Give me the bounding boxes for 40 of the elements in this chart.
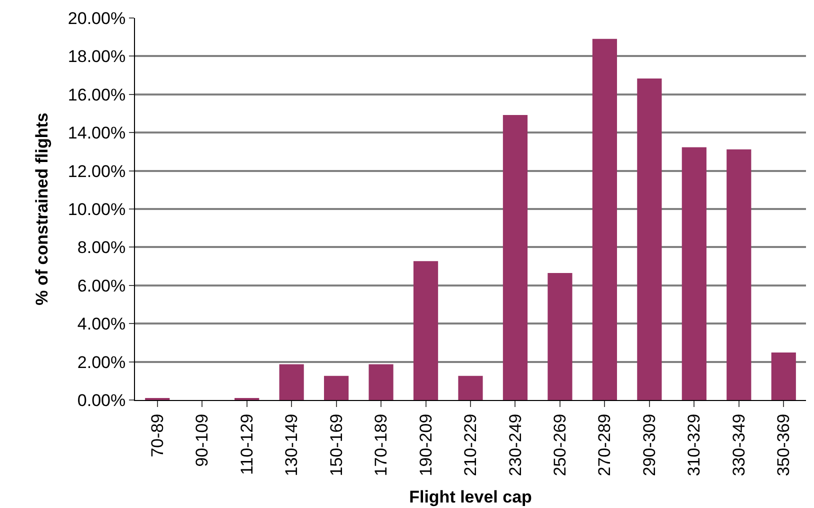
x-tick-label: 250-269 bbox=[550, 414, 570, 476]
y-tick-label: 0.00% bbox=[77, 390, 126, 410]
bar bbox=[592, 38, 617, 400]
x-tick-label: 90-109 bbox=[192, 414, 212, 467]
y-tick-label: 10.00% bbox=[68, 200, 126, 219]
bar bbox=[368, 364, 394, 400]
x-axis-title: Flight level cap bbox=[409, 488, 532, 507]
x-tick-label: 130-149 bbox=[282, 414, 302, 476]
x-tick-label: 170-189 bbox=[372, 414, 391, 476]
y-tick-label: 16.00% bbox=[68, 85, 126, 104]
bar bbox=[458, 376, 483, 400]
bar bbox=[771, 352, 796, 400]
x-tick-label: 310-329 bbox=[684, 414, 704, 476]
bar bbox=[682, 147, 706, 400]
x-tick-label: 210-229 bbox=[461, 414, 480, 476]
x-tick-label: 110-129 bbox=[237, 414, 256, 475]
y-tick-label: 6.00% bbox=[77, 276, 126, 296]
x-tick-label: 350-369 bbox=[774, 414, 794, 476]
bar bbox=[279, 364, 304, 400]
y-tick-label: 12.00% bbox=[68, 162, 126, 181]
x-tick-label: 230-249 bbox=[506, 414, 525, 476]
y-tick-label: 8.00% bbox=[77, 238, 126, 258]
y-tick-label: 18.00% bbox=[68, 47, 126, 66]
bar bbox=[324, 376, 349, 400]
x-tick-label: 150-169 bbox=[326, 414, 346, 476]
y-axis-title: % of constrained flights bbox=[32, 112, 52, 306]
y-tick-label: 2.00% bbox=[77, 352, 126, 372]
x-tick-label: 190-209 bbox=[416, 414, 436, 476]
x-tick-label: 70-89 bbox=[148, 414, 167, 458]
bar bbox=[502, 115, 528, 400]
bar bbox=[548, 272, 572, 400]
y-tick-label: 14.00% bbox=[68, 124, 126, 143]
x-tick-label: 290-309 bbox=[640, 414, 659, 476]
bar bbox=[637, 78, 662, 400]
bar bbox=[413, 261, 438, 400]
x-tick-label: 270-289 bbox=[595, 414, 614, 476]
x-tick-label: 330-349 bbox=[729, 414, 748, 476]
bar bbox=[726, 149, 752, 400]
y-tick-label: 4.00% bbox=[77, 314, 126, 334]
y-tick-label: 20.00% bbox=[68, 8, 126, 28]
